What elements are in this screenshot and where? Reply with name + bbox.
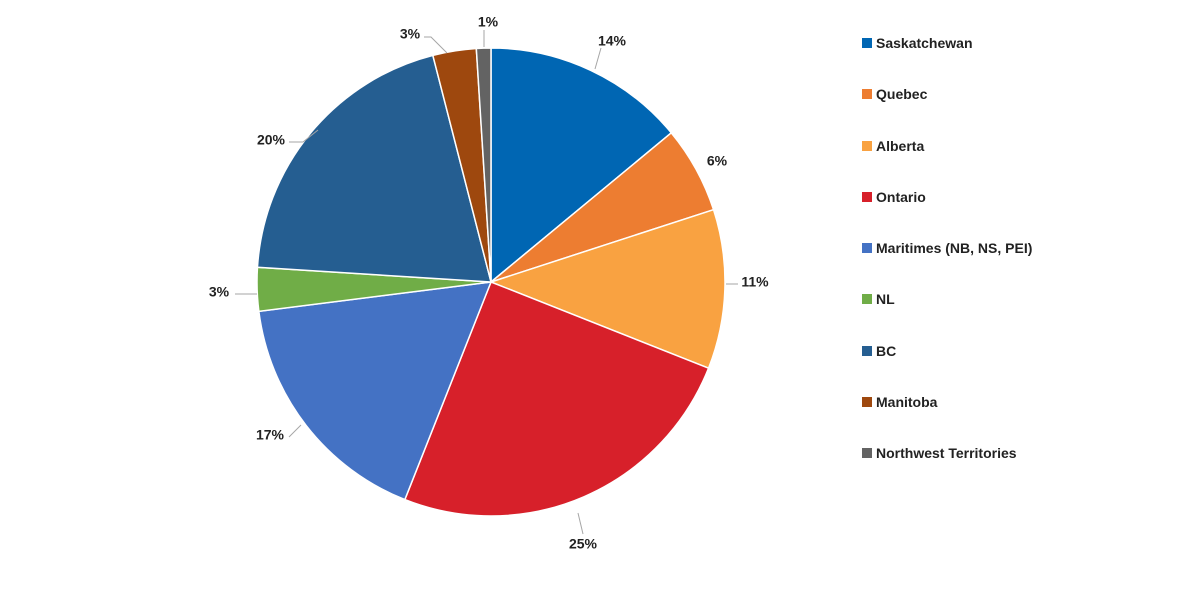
- legend-label: NL: [876, 291, 895, 308]
- legend-label: Northwest Territories: [876, 445, 1017, 462]
- legend-label: Maritimes (NB, NS, PEI): [876, 240, 1033, 257]
- legend-item: Ontario: [862, 188, 1182, 239]
- legend-swatch: [862, 89, 872, 100]
- data-label: 25%: [569, 536, 598, 552]
- legend-label: Ontario: [876, 188, 926, 205]
- data-label: 1%: [478, 14, 499, 30]
- pie-leader-lines: [235, 30, 738, 535]
- pie-slice-bc: [256, 54, 492, 283]
- leader-line: [594, 47, 602, 70]
- legend-item: Alberta: [862, 137, 1182, 188]
- legend-label: Quebec: [876, 86, 928, 103]
- leader-line: [289, 129, 319, 143]
- chart-legend: Saskatchewan Quebec Alberta Ontario Maritime…: [862, 34, 1182, 496]
- pie-slice-saskatchewan: [490, 47, 673, 284]
- legend-label: Manitoba: [876, 394, 938, 411]
- legend-item: Maritimes (NB, NS, PEI): [862, 239, 1182, 290]
- legend-label: Saskatchewan: [876, 35, 973, 51]
- leader-line: [288, 424, 302, 438]
- legend-swatch: [862, 345, 872, 356]
- pie-slice-maritimes-nb-ns-pei: [258, 281, 493, 501]
- pie-slice-ontario: [403, 281, 710, 517]
- data-label: 11%: [741, 274, 769, 290]
- leader-line: [577, 512, 584, 535]
- data-label: 14%: [598, 33, 627, 49]
- leader-line: [424, 36, 448, 54]
- legend-swatch: [862, 448, 872, 459]
- legend-swatch: [862, 397, 872, 408]
- pie-data-labels: 14% 6% 11% 25% 17% 3% 20% 3% 1%: [209, 14, 769, 552]
- legend-item: Manitoba: [862, 393, 1182, 444]
- legend-item: Quebec: [862, 85, 1182, 136]
- legend-label: Alberta: [876, 137, 925, 154]
- data-label: 17%: [256, 427, 285, 443]
- pie-slice-northwest-territories: [475, 47, 492, 283]
- legend-item: Northwest Territories: [862, 444, 1182, 495]
- legend-swatch: [862, 191, 872, 202]
- data-label: 3%: [209, 284, 230, 300]
- legend-item: BC: [862, 342, 1182, 393]
- pie-slice-alberta: [488, 208, 726, 370]
- legend-swatch: [862, 243, 872, 254]
- legend-swatch: [862, 38, 872, 48]
- pie-slices: [256, 47, 726, 517]
- legend-swatch: [862, 294, 872, 305]
- data-label: 3%: [400, 26, 421, 42]
- data-label: 20%: [257, 132, 286, 148]
- legend-item: Saskatchewan: [862, 34, 1182, 85]
- data-label: 6%: [707, 153, 728, 169]
- legend-label: BC: [876, 342, 897, 359]
- legend-item: NL: [862, 290, 1182, 341]
- legend-swatch: [862, 140, 872, 151]
